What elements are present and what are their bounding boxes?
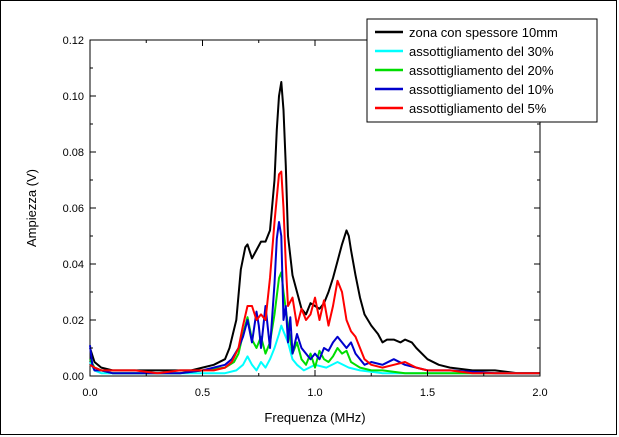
y-tick-label: 0.02 (63, 315, 84, 327)
y-tick-label: 0.08 (63, 147, 84, 159)
legend-label-5: assottigliamento del 5% (409, 101, 547, 116)
series-layer (89, 81, 540, 375)
x-tick-label: 1.5 (420, 387, 435, 399)
series-line-4 (89, 221, 540, 375)
x-tick-label: 0.5 (195, 387, 210, 399)
legend-label-4: assottigliamento del 10% (409, 82, 554, 97)
x-tick-label: 1.0 (307, 387, 322, 399)
legend-label-1: zona con spessore 10mm (409, 25, 558, 40)
series-line-1 (89, 81, 540, 375)
y-tick-label: 0.06 (63, 203, 84, 215)
legend-label-3: assottigliamento del 20% (409, 63, 554, 78)
legend: zona con spessore 10mm assottigliamento d… (366, 18, 598, 123)
y-tick-label: 0.10 (63, 91, 84, 103)
legend-label-2: assottigliamento del 30% (409, 44, 554, 59)
y-axis-title: Ampiezza (V) (24, 169, 39, 247)
y-tick-label: 0.00 (63, 371, 84, 383)
series-line-5 (89, 170, 540, 375)
y-tick-label: 0.04 (63, 259, 84, 271)
x-tick-label: 2.0 (532, 387, 547, 399)
x-axis-title: Frequenza (MHz) (264, 410, 365, 425)
y-tick-label: 0.12 (63, 35, 84, 47)
series-line-3 (89, 271, 540, 375)
legend-box (366, 18, 598, 123)
x-tick-label: 0.0 (82, 387, 97, 399)
